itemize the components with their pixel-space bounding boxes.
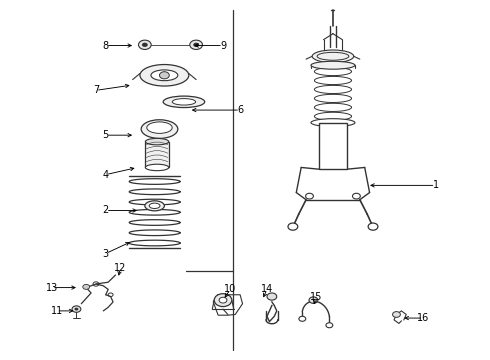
Text: 7: 7: [93, 85, 99, 95]
Ellipse shape: [151, 70, 178, 81]
Text: 13: 13: [46, 283, 58, 293]
Circle shape: [288, 223, 298, 230]
Ellipse shape: [141, 120, 178, 138]
Circle shape: [299, 316, 306, 321]
Ellipse shape: [311, 61, 355, 69]
Circle shape: [159, 72, 169, 79]
Ellipse shape: [149, 203, 160, 208]
Ellipse shape: [145, 201, 164, 211]
Circle shape: [214, 294, 232, 307]
Text: 15: 15: [310, 292, 322, 302]
Circle shape: [72, 306, 81, 312]
Text: 12: 12: [114, 263, 126, 273]
Text: 9: 9: [220, 41, 226, 50]
Ellipse shape: [146, 138, 169, 145]
Circle shape: [267, 293, 277, 300]
Text: 16: 16: [417, 313, 429, 323]
Circle shape: [392, 312, 400, 318]
Circle shape: [326, 323, 333, 328]
Ellipse shape: [140, 64, 189, 86]
Ellipse shape: [311, 119, 355, 127]
Ellipse shape: [163, 96, 205, 108]
Text: 5: 5: [102, 130, 109, 140]
Ellipse shape: [172, 99, 196, 105]
Circle shape: [219, 297, 227, 303]
Circle shape: [190, 40, 202, 49]
Ellipse shape: [312, 50, 354, 63]
Circle shape: [193, 42, 199, 47]
Text: 3: 3: [103, 248, 109, 258]
Ellipse shape: [147, 122, 172, 134]
Circle shape: [83, 284, 90, 289]
Ellipse shape: [146, 164, 169, 171]
Text: 10: 10: [224, 284, 237, 294]
Text: 4: 4: [103, 170, 109, 180]
Circle shape: [74, 308, 78, 311]
Text: 1: 1: [433, 180, 439, 190]
Text: 8: 8: [103, 41, 109, 50]
Circle shape: [306, 193, 314, 199]
Circle shape: [309, 297, 318, 303]
Bar: [319, 123, 346, 169]
Bar: [146, 141, 169, 167]
Circle shape: [368, 223, 378, 230]
Text: 6: 6: [237, 105, 243, 115]
Text: 2: 2: [102, 206, 109, 216]
Text: 11: 11: [51, 306, 63, 316]
Text: 14: 14: [261, 284, 273, 294]
Circle shape: [139, 40, 151, 49]
Circle shape: [352, 193, 360, 199]
Circle shape: [142, 42, 148, 47]
